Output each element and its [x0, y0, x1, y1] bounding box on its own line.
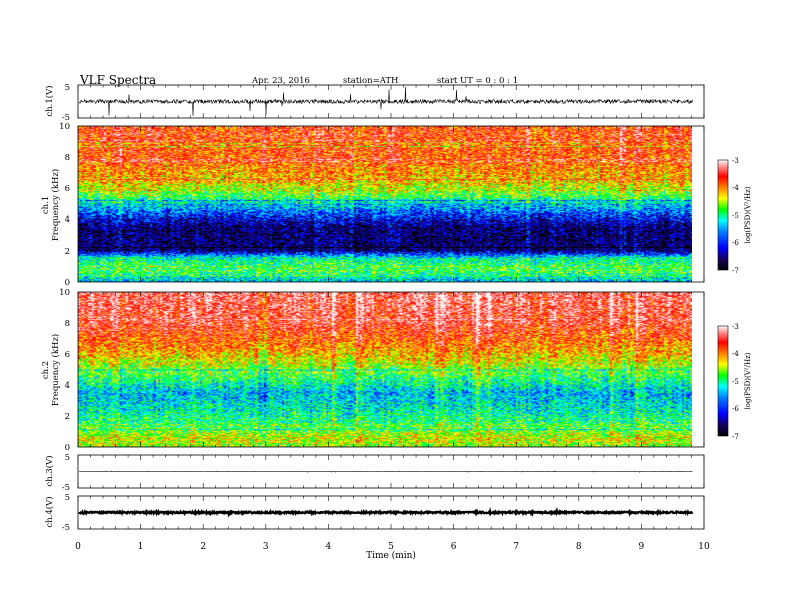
ch1-ytick-top: 5 [65, 83, 70, 93]
time-tick-label: 4 [326, 542, 332, 552]
ch4-ytick-top: 5 [65, 493, 70, 503]
ch1-spec-ylabel: Frequency (kHz) [50, 169, 61, 241]
ch2-spectrogram-panel: ch.2 Frequency (kHz) 0 2 4 6 8 10 -3 -4 … [41, 288, 752, 453]
time-tick-label: 0 [75, 542, 81, 552]
ch2-spec-ylabel: Frequency (kHz) [50, 334, 61, 406]
ch2-spectrogram-image [78, 292, 692, 447]
ch2-colorbar-label: log(PSD)(V²/Hz) [744, 352, 752, 409]
ch1-spectrogram-image [78, 126, 692, 282]
ch1-spectrogram-panel: ch.1 Frequency (kHz) 0 2 4 6 8 10 -3 -4 … [41, 122, 752, 288]
ch3-ytick-bottom: -5 [62, 483, 70, 493]
time-tick-label: 6 [451, 542, 457, 552]
ch2-colorbar-tick: -4 [732, 350, 739, 358]
ch3-waveform-panel: ch.3(V) 5 -5 [44, 453, 705, 493]
ch2-colorbar [717, 325, 729, 437]
ch1-waveform-panel: ch.1(V) 5 -5 [44, 83, 705, 123]
ch4-waveform-trace [78, 506, 694, 518]
ch2-colorbar-tick: -3 [732, 323, 739, 331]
ch3-ytick-top: 5 [65, 453, 70, 463]
ch1-colorbar-tick: -6 [732, 239, 739, 247]
ch1-colorbar-tick: -5 [732, 212, 739, 220]
ch2-spec-ytick: 4 [65, 381, 70, 391]
ch4-waveform-ylabel: ch.4(V) [44, 496, 55, 527]
ch1-colorbar-label: log(PSD)(V²/Hz) [744, 186, 752, 243]
date-label: Apr. 23, 2016 [251, 76, 310, 86]
ch1-spec-ytick: 6 [65, 184, 70, 194]
ch1-colorbar [717, 159, 729, 271]
ch1-colorbar-tick: -4 [732, 184, 739, 192]
ch1-spec-ytick: 4 [65, 215, 70, 225]
time-tick-label: 10 [698, 542, 710, 552]
ch2-spec-ytick: 10 [59, 288, 70, 298]
time-axis-ticks [77, 85, 705, 529]
time-tick-label: 9 [639, 542, 645, 552]
time-tick-label: 5 [388, 542, 394, 552]
figure-title: VLF Spectra [79, 73, 156, 87]
time-axis-tick-labels: 0 1 2 3 4 5 6 7 8 9 10 [75, 542, 710, 552]
time-tick-label: 1 [138, 542, 144, 552]
ch2-spec-ytick: 6 [65, 350, 70, 360]
time-axis-label: Time (min) [366, 550, 416, 561]
ch1-spec-channel-label: ch.1 [41, 196, 51, 214]
ch1-waveform-trace [78, 86, 693, 116]
start-ut-label: start UT = 0 : 0 : 1 [437, 76, 518, 86]
ch2-colorbar-tick: -5 [732, 378, 739, 386]
ch3-waveform-trace [78, 470, 693, 473]
ch2-spec-channel-label: ch.2 [41, 361, 51, 379]
time-tick-label: 3 [263, 542, 269, 552]
ch4-ytick-bottom: -5 [62, 523, 70, 533]
ch2-colorbar-tick: -7 [732, 433, 739, 441]
ch3-waveform-ylabel: ch.3(V) [44, 455, 55, 486]
time-tick-label: 8 [576, 542, 582, 552]
ch1-waveform-ylabel: ch.1(V) [44, 85, 55, 116]
ch2-spec-ytick: 2 [65, 412, 70, 422]
ch1-spec-ytick: 0 [65, 278, 70, 288]
ch1-spec-ytick: 8 [65, 153, 70, 163]
ch4-waveform-panel: ch.4(V) 5 -5 [44, 493, 705, 533]
ch1-colorbar-tick: -7 [732, 267, 739, 275]
ch2-spec-ytick: 8 [65, 319, 70, 329]
time-tick-label: 2 [200, 542, 206, 552]
ch1-spec-ytick: 2 [65, 247, 70, 257]
ch2-spec-ytick: 0 [65, 443, 70, 453]
ch1-colorbar-tick: -3 [732, 157, 739, 165]
ch1-ytick-bottom: -5 [62, 113, 70, 123]
station-label: station=ATH [343, 76, 398, 86]
ch1-spec-ytick: 10 [59, 122, 70, 132]
time-tick-label: 7 [513, 542, 519, 552]
ch2-colorbar-tick: -6 [732, 405, 739, 413]
